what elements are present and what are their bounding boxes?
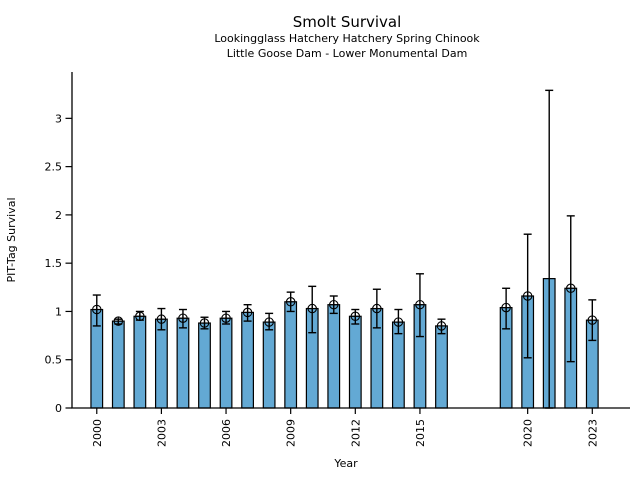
circle-plus-marker bbox=[566, 283, 576, 294]
chart-subtitle-line2: Little Goose Dam - Lower Monumental Dam bbox=[227, 47, 468, 60]
circle-plus-marker bbox=[113, 316, 124, 326]
circle-plus-marker bbox=[415, 299, 425, 310]
chart-subtitle-line1: Lookingglass Hatchery Hatchery Spring Ch… bbox=[214, 32, 480, 45]
x-tick-label: 2006 bbox=[220, 419, 233, 447]
bar bbox=[435, 325, 448, 409]
x-tick-label: 2003 bbox=[155, 419, 168, 447]
circle-plus-marker bbox=[199, 318, 210, 328]
x-tick-label: 2012 bbox=[349, 419, 362, 447]
y-tick-label: 0.5 bbox=[45, 354, 63, 367]
bar bbox=[176, 317, 190, 409]
bar bbox=[348, 315, 362, 409]
circle-plus-marker bbox=[307, 303, 317, 314]
circle-plus-marker bbox=[587, 315, 598, 325]
circle-plus-marker bbox=[264, 317, 274, 327]
bar bbox=[198, 322, 211, 409]
circle-plus-marker bbox=[178, 313, 188, 323]
bar bbox=[111, 320, 125, 409]
circle-plus-marker bbox=[372, 303, 382, 314]
bar bbox=[327, 304, 341, 409]
y-tick-label: 1 bbox=[55, 305, 62, 318]
x-tick-label: 2000 bbox=[91, 419, 104, 447]
bar bbox=[154, 318, 168, 409]
bar bbox=[391, 321, 405, 409]
bar bbox=[133, 315, 147, 409]
circle-plus-marker bbox=[285, 297, 296, 307]
y-tick-label: 0 bbox=[55, 402, 62, 415]
circle-plus-marker bbox=[522, 291, 533, 301]
y-axis-label: PIT-Tag Survival bbox=[5, 197, 18, 282]
plot-area: 2000 2003 2006 2009 2012 2015 2020 2023 0 0.5 1 1.5… bbox=[45, 89, 599, 447]
circle-plus-marker bbox=[92, 304, 102, 315]
y-tick-label: 3 bbox=[55, 112, 62, 125]
chart-title: Smolt Survival bbox=[293, 13, 402, 31]
circle-plus-marker bbox=[436, 321, 447, 331]
circle-plus-marker bbox=[242, 307, 253, 318]
x-tick-label: 2020 bbox=[522, 419, 535, 447]
y-tick-label: 2 bbox=[55, 209, 62, 222]
y-tick-label: 2.5 bbox=[45, 161, 63, 174]
x-axis-label: Year bbox=[333, 457, 358, 470]
bar bbox=[284, 301, 298, 409]
y-tick-label: 1.5 bbox=[45, 257, 63, 270]
circle-plus-marker bbox=[156, 314, 167, 324]
circle-plus-marker bbox=[135, 311, 145, 322]
circle-plus-marker bbox=[329, 299, 339, 310]
circle-plus-marker bbox=[393, 317, 404, 327]
x-tick-label: 2023 bbox=[586, 419, 599, 447]
bar bbox=[219, 317, 233, 409]
bar bbox=[262, 321, 276, 409]
circle-plus-marker bbox=[501, 302, 511, 313]
circle-plus-marker bbox=[350, 311, 361, 322]
x-tick-label: 2015 bbox=[414, 419, 427, 447]
x-tick-label: 2009 bbox=[285, 419, 298, 447]
circle-plus-marker bbox=[221, 313, 231, 323]
bar bbox=[241, 311, 255, 409]
